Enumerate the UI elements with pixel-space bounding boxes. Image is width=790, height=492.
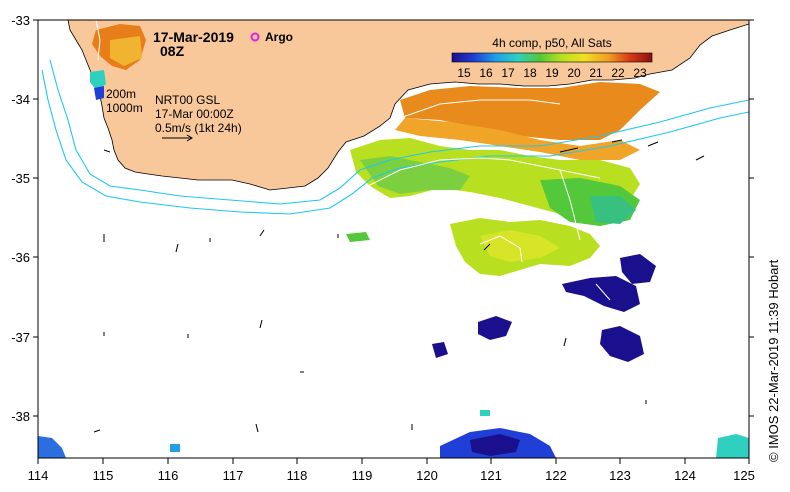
isobath-200m (49, 59, 749, 205)
current-vectors (93, 139, 705, 433)
y-tick-label: -33 (11, 13, 30, 28)
colorbar-title: 4h comp, p50, All Sats (492, 36, 611, 50)
plot-frame (37, 19, 750, 459)
x-tick-label: 120 (416, 468, 438, 483)
credit-text: © IMOS 22-Mar-2019 11:39 Hobart (766, 259, 781, 462)
product-time: 17-Mar 00:00Z (155, 107, 234, 121)
sst-swath (38, 24, 749, 458)
x-tick-label: 125 (733, 468, 755, 483)
y-tick-label: -36 (11, 250, 30, 265)
map-time: 08Z (160, 43, 185, 59)
x-tick-label: 116 (158, 468, 179, 483)
axis-ticks (33, 19, 754, 464)
isobath-200m-label: 200m (106, 87, 136, 101)
x-tick-label: 119 (352, 468, 373, 483)
y-tick-label: -35 (11, 171, 30, 186)
colorbar-tick-label: 20 (567, 66, 581, 80)
vector-scale-arrow-icon (162, 134, 193, 142)
x-tick-label: 118 (287, 468, 308, 483)
colorbar (451, 52, 653, 63)
x-tick-label: 117 (223, 468, 244, 483)
argo-label: Argo (265, 30, 293, 44)
map-date: 17-Mar-2019 (153, 29, 234, 45)
x-tick-label: 121 (480, 468, 502, 483)
colorbar-ticks: 15 16 17 18 19 20 21 22 23 (457, 66, 647, 80)
y-tick-label: -34 (11, 92, 30, 107)
argo-marker-icon (250, 32, 260, 42)
x-tick-label: 115 (93, 468, 114, 483)
x-tick-labels: 114 115 116 117 118 119 120 121 122 123 … (28, 468, 755, 483)
sst-contours (95, 20, 611, 301)
y-tick-label: -38 (11, 409, 30, 424)
colorbar-tick-label: 23 (633, 66, 647, 80)
colorbar-tick-label: 19 (545, 66, 559, 80)
isobath-1000m-label: 1000m (106, 101, 143, 115)
x-tick-label: 123 (609, 468, 631, 483)
x-tick-label: 114 (28, 468, 49, 483)
isobath-1000m (41, 69, 749, 215)
x-tick-label: 124 (674, 468, 696, 483)
y-tick-label: -37 (11, 330, 30, 345)
colorbar-tick-label: 16 (479, 66, 493, 80)
y-tick-labels: -33 -34 -35 -36 -37 -38 (11, 13, 30, 424)
colorbar-tick-label: 17 (501, 66, 515, 80)
x-tick-label: 122 (545, 468, 567, 483)
product-label: NRT00 GSL (155, 93, 220, 107)
colorbar-tick-label: 15 (457, 66, 471, 80)
colorbar-tick-label: 21 (589, 66, 603, 80)
vector-scale-label: 0.5m/s (1kt 24h) (155, 121, 242, 135)
colorbar-tick-label: 22 (611, 66, 625, 80)
land-australia (67, 20, 749, 191)
colorbar-tick-label: 18 (523, 66, 537, 80)
